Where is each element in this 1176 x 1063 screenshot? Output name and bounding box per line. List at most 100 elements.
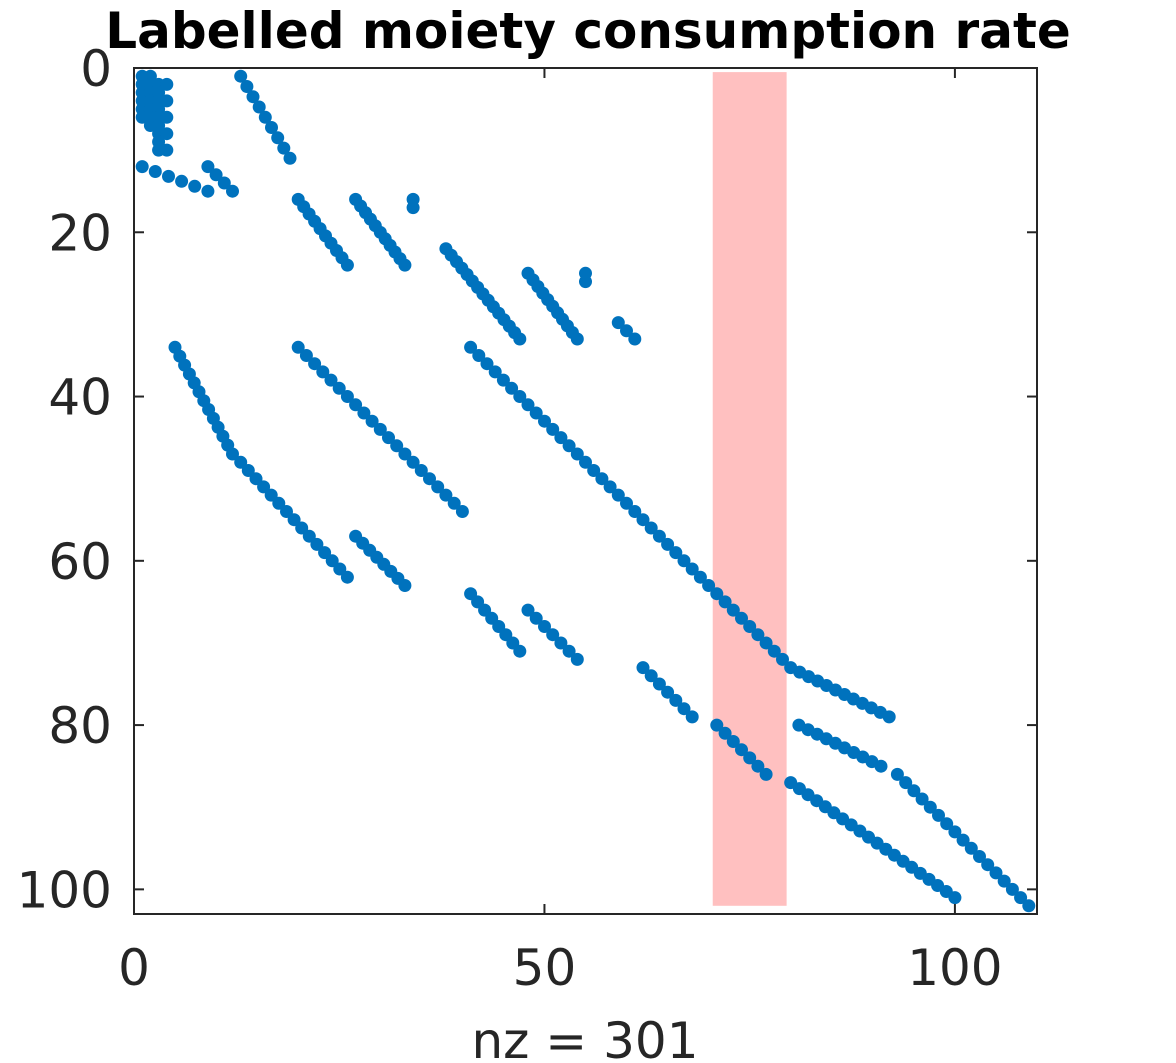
data-point-194	[767, 644, 781, 658]
data-point-210	[570, 652, 584, 666]
data-point-31	[188, 179, 202, 193]
data-point-175	[611, 488, 625, 502]
x-tick-label-2: 100	[907, 939, 1002, 997]
data-point-220	[726, 735, 740, 748]
data-point-271	[923, 800, 937, 814]
data-point-44	[277, 141, 291, 155]
data-point-185	[693, 570, 707, 584]
data-point-123	[373, 422, 387, 436]
data-point-190	[735, 611, 748, 625]
data-point-32	[201, 184, 215, 198]
data-point-275	[956, 833, 970, 847]
data-point-216	[677, 702, 691, 716]
data-point-180	[652, 529, 666, 543]
data-point-135	[241, 464, 255, 477]
data-points	[135, 69, 1036, 913]
data-point-133	[455, 505, 469, 518]
y-tick-label-4: 80	[48, 697, 112, 755]
data-point-128	[414, 464, 428, 477]
data-point-125	[390, 439, 404, 453]
data-point-186	[702, 579, 716, 592]
data-point-156	[398, 579, 412, 592]
data-point-214	[661, 685, 675, 699]
data-point-22	[160, 77, 174, 91]
data-point-43	[271, 131, 285, 145]
data-point-160	[488, 365, 502, 379]
data-point-115	[308, 357, 322, 371]
data-point-176	[620, 496, 633, 510]
data-point-42	[265, 121, 278, 134]
data-point-280	[997, 874, 1011, 888]
data-point-30	[175, 174, 189, 188]
data-point-181	[661, 537, 675, 551]
data-point-168	[554, 431, 568, 445]
data-point-187	[710, 587, 724, 601]
data-point-207	[546, 628, 560, 642]
data-point-273	[940, 817, 954, 831]
data-point-223	[751, 759, 765, 773]
axes-box	[133, 67, 1038, 915]
data-point-66	[398, 258, 412, 272]
y-tick-label-5: 100	[17, 861, 112, 919]
data-point-119	[340, 390, 354, 403]
data-point-193	[759, 636, 773, 650]
data-point-127	[406, 455, 420, 469]
data-point-224	[759, 767, 773, 781]
data-point-37	[234, 69, 248, 83]
data-point-24	[160, 110, 174, 124]
data-point-219	[718, 726, 732, 740]
data-point-99	[628, 332, 642, 346]
data-point-178	[636, 513, 650, 527]
data-point-124	[382, 431, 395, 445]
data-point-164	[521, 398, 535, 412]
data-point-26	[160, 143, 174, 157]
data-point-282	[1014, 891, 1028, 905]
data-point-165	[529, 406, 543, 420]
data-point-40	[252, 100, 266, 114]
chart-title: Labelled moiety consumption rate	[105, 2, 1071, 60]
data-point-211	[636, 661, 650, 675]
data-point-236	[882, 710, 896, 724]
data-point-35	[217, 176, 231, 190]
data-point-157	[464, 340, 478, 354]
data-point-195	[776, 652, 789, 666]
data-point-172	[587, 464, 601, 477]
x-tick-label-1: 50	[513, 939, 577, 997]
data-point-130	[431, 480, 445, 494]
data-point-137	[257, 480, 271, 494]
data-point-218	[710, 718, 724, 732]
data-point-246	[874, 759, 888, 773]
data-point-132	[447, 496, 461, 510]
x-tick-label-0: 0	[118, 939, 150, 997]
data-point-96	[579, 275, 592, 289]
data-point-266	[948, 891, 962, 905]
data-point-83	[513, 332, 527, 346]
data-point-204	[521, 603, 535, 617]
data-point-177	[628, 505, 642, 518]
data-point-126	[398, 447, 412, 461]
data-point-45	[283, 151, 297, 165]
data-point-116	[316, 365, 330, 379]
data-point-217	[685, 710, 699, 724]
data-point-38	[240, 80, 254, 93]
data-point-166	[538, 414, 551, 428]
data-point-279	[989, 866, 1003, 880]
data-point-192	[751, 628, 765, 642]
data-point-161	[496, 373, 510, 387]
data-point-98	[620, 324, 633, 338]
data-point-36	[226, 184, 239, 198]
data-point-283	[1022, 899, 1036, 913]
data-point-55	[340, 258, 354, 272]
data-point-222	[743, 751, 757, 765]
data-point-182	[669, 546, 683, 560]
data-point-145	[318, 546, 332, 560]
y-tick-label-0: 0	[80, 40, 112, 98]
data-point-171	[579, 455, 592, 469]
data-point-206	[538, 620, 551, 633]
data-point-270	[915, 792, 929, 806]
data-point-41	[258, 110, 272, 124]
data-point-215	[669, 693, 683, 707]
data-point-117	[324, 373, 338, 387]
